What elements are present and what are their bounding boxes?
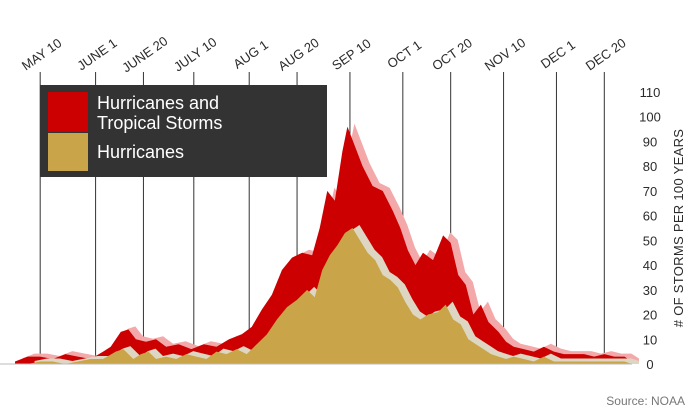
y-tick-label: 30 [643,283,657,298]
y-tick-label: 40 [643,258,657,273]
x-tick-label: AUG 20 [275,35,321,74]
legend: Hurricanes and Tropical Storms Hurricanes [40,85,327,177]
x-tick-label: SEP 10 [329,36,374,73]
x-tick-labels: MAY 10 JUNE 1 JUNE 20 JULY 10 AUG 1 AUG 20 SEP… [19,33,629,75]
y-tick-label: 10 [643,332,657,347]
x-tick-label: MAY 10 [19,35,65,73]
y-tick-label: 100 [639,110,661,125]
y-tick-labels: 0 10 20 30 40 50 60 70 80 90 100 110 [639,85,661,372]
y-tick-label: 60 [643,209,657,224]
y-tick-label: 80 [643,159,657,174]
x-tick-label: JUNE 20 [119,33,170,75]
all-storms-area [15,126,632,364]
source-note: Source: NOAA [606,394,685,408]
y-tick-label: 20 [643,308,657,323]
x-tick-label: OCT 1 [384,37,424,71]
x-tick-label: DEC 1 [538,37,578,71]
x-tick-label: JUNE 1 [74,35,119,73]
y-axis-label: # OF STORMS PER 100 YEARS [671,129,686,328]
y-tick-label: 50 [643,233,657,248]
x-tick-label: DEC 20 [583,35,629,73]
all-storms-legend-label: Hurricanes and Tropical Storms [97,93,222,133]
all-storms-legend-swatch [48,92,88,132]
hurricanes-legend-swatch [48,133,88,171]
x-tick-label: NOV 10 [482,35,528,74]
y-tick-label: 90 [643,134,657,149]
hurricanes-area [27,228,632,364]
y-tick-label: 70 [643,184,657,199]
x-tick-label: AUG 1 [230,37,271,72]
y-tick-label: 0 [646,357,653,372]
hurricanes-legend-label: Hurricanes [97,142,184,162]
x-tick-label: OCT 20 [429,35,475,73]
x-tick-label: JULY 10 [171,34,219,74]
y-tick-label: 110 [640,85,661,100]
area-series [15,123,639,364]
